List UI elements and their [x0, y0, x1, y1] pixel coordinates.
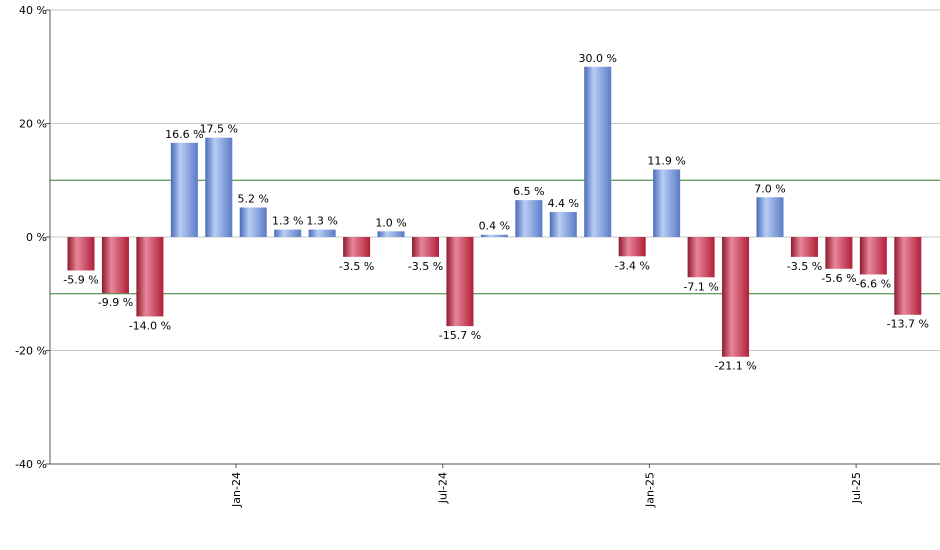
value-labels: -5.9 %-9.9 %-14.0 %16.6 %17.5 %5.2 %1.3 …: [63, 52, 929, 373]
x-tick-label: Jul-25: [850, 472, 863, 504]
bar-negative: [894, 237, 922, 315]
x-tick-label: Jan-25: [643, 472, 656, 508]
bar-negative: [101, 237, 129, 294]
x-tick-label: Jan-24: [230, 472, 243, 508]
axes: 40 % 20 % 0 % -20 % -40 % Jan-24 Jul-24 Jan-25 J…: [15, 4, 940, 508]
value-label: 7.0 %: [754, 182, 785, 195]
value-label: -15.7 %: [439, 329, 481, 342]
bar-negative: [343, 237, 371, 257]
bar-positive: [480, 234, 508, 237]
bar-positive: [205, 137, 233, 237]
value-label: -21.1 %: [714, 360, 756, 373]
bar-negative: [722, 237, 750, 357]
x-tick-label: Jul-24: [437, 472, 450, 504]
bar-positive: [308, 229, 336, 237]
value-label: -7.1 %: [683, 280, 718, 293]
y-tick-label: 0 %: [26, 231, 47, 244]
bar-negative: [412, 237, 439, 257]
bar-positive: [584, 66, 612, 237]
value-label: 1.3 %: [272, 215, 303, 228]
y-tick-label: 40 %: [19, 4, 47, 17]
bar-negative: [446, 237, 474, 327]
y-tick-label: -20 %: [15, 345, 47, 358]
bar-negative: [687, 237, 715, 278]
reference-lines: [50, 179, 940, 295]
bar-negative: [859, 237, 887, 275]
bar-positive: [653, 169, 681, 237]
value-label: 1.0 %: [375, 216, 406, 229]
bars: [67, 66, 922, 357]
value-label: 1.3 %: [306, 215, 337, 228]
bar-negative: [136, 237, 164, 317]
value-label: -14.0 %: [129, 319, 171, 332]
value-label: 16.6 %: [165, 128, 203, 141]
value-label: 4.4 %: [548, 197, 579, 210]
bar-positive: [377, 231, 405, 237]
bar-positive: [515, 200, 543, 237]
bar-positive: [549, 212, 577, 237]
value-label: -13.7 %: [887, 318, 929, 331]
value-label: -6.6 %: [856, 277, 891, 290]
value-label: 6.5 %: [513, 185, 544, 198]
bar-positive: [274, 229, 302, 237]
value-label: -3.5 %: [787, 260, 822, 273]
value-label: 30.0 %: [579, 52, 617, 65]
value-label: 0.4 %: [479, 220, 510, 233]
value-label: 11.9 %: [647, 154, 685, 167]
bar-negative: [825, 237, 853, 269]
bar-negative: [790, 237, 818, 257]
bar-positive: [170, 142, 198, 237]
bar-negative: [67, 237, 95, 271]
bar-positive: [239, 207, 267, 237]
value-label: -5.6 %: [821, 272, 856, 285]
value-label: 17.5 %: [200, 123, 238, 136]
y-tick-label: 20 %: [19, 118, 47, 131]
y-tick-label: -40 %: [15, 458, 47, 471]
value-label: -5.9 %: [63, 273, 98, 286]
bar-positive: [756, 197, 784, 237]
value-label: -9.9 %: [98, 296, 133, 309]
value-label: -3.5 %: [339, 260, 374, 273]
value-label: -3.4 %: [614, 259, 649, 272]
value-label: -3.5 %: [408, 260, 443, 273]
bar-negative: [618, 237, 646, 257]
value-label: 5.2 %: [238, 192, 269, 205]
